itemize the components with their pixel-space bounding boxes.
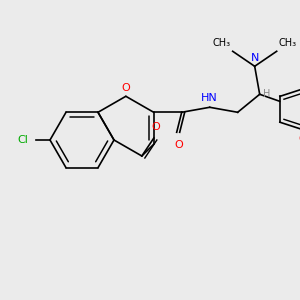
Text: O: O — [122, 83, 130, 93]
Text: H: H — [263, 89, 270, 99]
Text: Cl: Cl — [17, 135, 28, 145]
Text: CH₃: CH₃ — [279, 38, 297, 48]
Text: O: O — [174, 140, 183, 150]
Text: O: O — [152, 122, 160, 132]
Text: CH₃: CH₃ — [213, 38, 231, 48]
Text: N: N — [250, 53, 259, 63]
Text: HN: HN — [201, 93, 218, 103]
Text: O: O — [298, 134, 300, 144]
